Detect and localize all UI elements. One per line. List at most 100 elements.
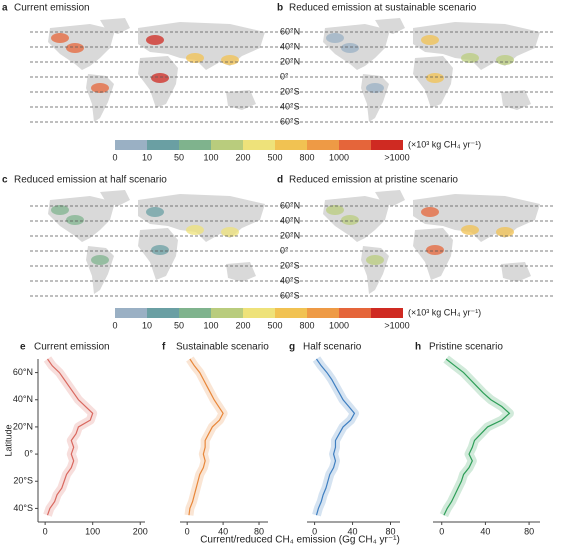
legend-label: 800 xyxy=(299,152,314,162)
panel-title: Reduced emission at half scenario xyxy=(14,175,167,186)
legend-label: 0 xyxy=(112,152,117,162)
panel-label: g xyxy=(289,342,295,353)
emission-patch xyxy=(341,43,359,53)
panel-label: a xyxy=(2,3,8,14)
emission-patch xyxy=(221,227,239,237)
legend-swatch xyxy=(275,140,307,150)
emission-patch xyxy=(326,205,344,215)
emission-patch xyxy=(151,245,169,255)
legend-swatch xyxy=(371,308,403,318)
latitude-label: 60°N xyxy=(280,200,300,210)
emission-patch xyxy=(91,83,109,93)
emission-patch xyxy=(326,33,344,43)
emission-patch xyxy=(426,73,444,83)
profile-band xyxy=(312,356,359,517)
y-tick-label: 0° xyxy=(24,448,33,458)
emission-patch xyxy=(496,227,514,237)
emission-patch xyxy=(186,225,204,235)
legend-swatch xyxy=(115,308,147,318)
emission-patch xyxy=(51,205,69,215)
legend-label: >1000 xyxy=(384,152,409,162)
latitude-label: 20°N xyxy=(280,56,300,66)
panel-label: h xyxy=(415,342,421,353)
panel-title: Reduced emission at sustainable scenario xyxy=(289,3,477,14)
legend-swatch xyxy=(211,140,243,150)
y-tick-label: 20°N xyxy=(13,421,33,431)
emission-patch xyxy=(186,53,204,63)
panel-title: Pristine scenario xyxy=(429,342,503,353)
legend-swatch xyxy=(211,308,243,318)
legend-label: 200 xyxy=(235,320,250,330)
maps: a Current emission b Reduced emission at su… xyxy=(2,3,555,330)
emission-patch xyxy=(221,55,239,65)
emission-patch xyxy=(66,43,84,53)
x-tick-label: 80 xyxy=(386,526,396,536)
x-tick-label: 40 xyxy=(348,526,358,536)
latitude-label: 60°S xyxy=(280,290,300,300)
latitude-label: 40°S xyxy=(280,101,300,111)
panel-label: b xyxy=(277,3,283,14)
emission-patch xyxy=(421,35,439,45)
emission-patch xyxy=(426,245,444,255)
legend-label: >1000 xyxy=(384,320,409,330)
x-tick-label: 0 xyxy=(312,526,317,536)
legend-label: 100 xyxy=(203,152,218,162)
x-tick-label: 0 xyxy=(439,526,444,536)
legend-swatch xyxy=(179,140,211,150)
legend-label: 10 xyxy=(142,152,152,162)
world-map xyxy=(48,190,265,294)
legend-swatch xyxy=(243,308,275,318)
legend-swatch xyxy=(307,140,339,150)
latitude-label: 0° xyxy=(280,71,289,81)
y-tick-label: 40°N xyxy=(13,394,33,404)
legend-swatch xyxy=(275,308,307,318)
x-tick-label: 40 xyxy=(480,526,490,536)
legend-label: 800 xyxy=(299,320,314,330)
profile-band xyxy=(184,356,228,516)
emission-patch xyxy=(366,255,384,265)
legend-swatch xyxy=(339,140,371,150)
x-tick-label: 0 xyxy=(185,526,190,536)
world-map xyxy=(323,190,540,294)
legend-label: 50 xyxy=(174,152,184,162)
emission-patch xyxy=(461,53,479,63)
emission-patch xyxy=(341,215,359,225)
legend-swatch xyxy=(147,140,179,150)
legend-label: 500 xyxy=(267,320,282,330)
profile-band xyxy=(439,355,514,518)
panel-title: Sustainable scenario xyxy=(176,342,269,353)
profile-line xyxy=(188,358,224,516)
panel-title: Current emission xyxy=(14,3,90,14)
legend-swatch xyxy=(115,140,147,150)
legend-label: 0 xyxy=(112,320,117,330)
x-tick-label: 80 xyxy=(524,526,534,536)
legend-swatch xyxy=(371,140,403,150)
legend-label: 100 xyxy=(203,320,218,330)
emission-patch xyxy=(146,207,164,217)
panel-label: f xyxy=(162,342,166,353)
emission-patch xyxy=(151,73,169,83)
emission-patch xyxy=(146,35,164,45)
legend-label: 500 xyxy=(267,152,282,162)
world-map xyxy=(323,18,540,122)
x-tick-label: 200 xyxy=(133,526,148,536)
panel-title: Half scenario xyxy=(303,342,362,353)
legend-label: 10 xyxy=(142,320,152,330)
legend-swatch xyxy=(339,308,371,318)
legend-unit: (×10³ kg CH₄ yr⁻¹) xyxy=(408,307,481,317)
latitude-label: 20°N xyxy=(280,230,300,240)
x-tick-label: 0 xyxy=(43,526,48,536)
y-tick-label: 20°S xyxy=(13,476,33,486)
profile-line xyxy=(315,358,356,516)
legend-label: 50 xyxy=(174,320,184,330)
emission-patch xyxy=(421,207,439,217)
legend-label: 1000 xyxy=(329,152,349,162)
profile-line xyxy=(443,358,511,516)
x-axis-label: Current/reduced CH₄ emission (Gg CH₄ yr⁻… xyxy=(200,535,400,546)
y-axis-label: Latitude xyxy=(3,424,13,456)
profiles: e Current emission 0 100 200 40°S 20°S 0° 20°N 40… xyxy=(3,342,540,546)
panel-label: d xyxy=(277,175,283,186)
panel-title: Reduced emission at pristine scenario xyxy=(289,175,458,186)
world-map xyxy=(48,18,265,122)
